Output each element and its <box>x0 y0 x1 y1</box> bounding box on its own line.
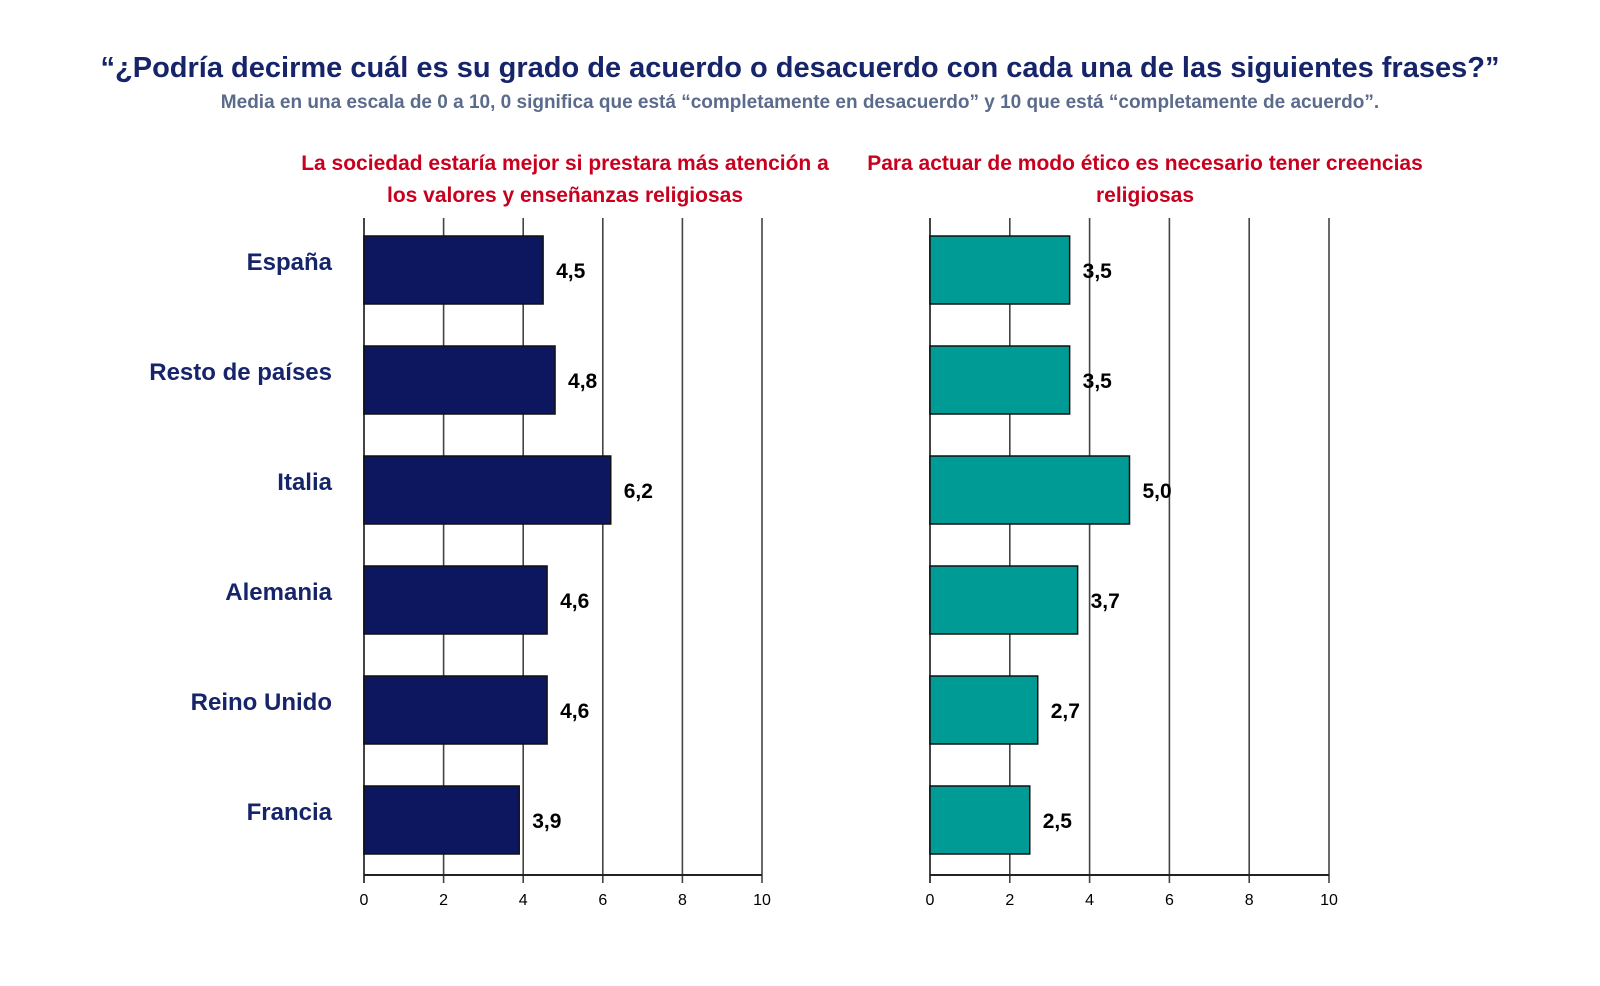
bar <box>929 235 1071 305</box>
bar <box>363 455 612 525</box>
data-label: 3,5 <box>1083 370 1113 393</box>
x-tick-label: 0 <box>926 892 935 909</box>
data-label: 5,0 <box>1143 480 1172 503</box>
data-label: 4,8 <box>568 370 598 393</box>
bar <box>929 345 1071 415</box>
x-tick-label: 4 <box>1085 892 1094 909</box>
bar <box>929 455 1131 525</box>
x-tick-label: 6 <box>1165 892 1174 909</box>
category-label: Alemania <box>225 579 332 606</box>
data-label: 6,2 <box>624 480 653 503</box>
data-label: 3,7 <box>1091 590 1120 613</box>
x-tick-label: 10 <box>1320 892 1338 909</box>
data-label: 4,6 <box>560 700 589 723</box>
bar <box>929 785 1031 855</box>
right-chart-title: Para actuar de modo ético es necesario t… <box>867 152 1423 207</box>
bar <box>363 675 548 745</box>
x-tick-label: 8 <box>1245 892 1254 909</box>
x-tick-label: 6 <box>598 892 607 909</box>
data-label: 4,5 <box>556 260 586 283</box>
category-label: Reino Unido <box>191 689 332 716</box>
x-tick-label: 0 <box>360 892 369 909</box>
x-tick-label: 2 <box>1005 892 1014 909</box>
left-chart-title: La sociedad estaría mejor si prestara má… <box>301 152 829 207</box>
category-label: Italia <box>277 469 332 496</box>
x-tick-label: 4 <box>519 892 528 909</box>
x-tick-label: 10 <box>753 892 771 909</box>
page-subtitle: Media en una escala de 0 a 10, 0 signifi… <box>220 92 1380 113</box>
bar <box>363 345 556 415</box>
data-label: 3,9 <box>532 810 561 833</box>
category-label: España <box>247 249 333 276</box>
page-title: “¿Podría decirme cuál es su grado de acu… <box>100 52 1500 84</box>
data-label: 4,6 <box>560 590 589 613</box>
data-label: 2,5 <box>1043 810 1073 833</box>
data-label: 2,7 <box>1051 700 1080 723</box>
data-label: 3,5 <box>1083 260 1113 283</box>
x-tick-label: 8 <box>678 892 687 909</box>
bar <box>929 675 1039 745</box>
category-label: Resto de países <box>149 359 332 386</box>
category-label: Francia <box>247 799 333 826</box>
bar <box>929 565 1079 635</box>
x-tick-label: 2 <box>439 892 448 909</box>
bar <box>363 235 544 305</box>
bar <box>363 785 520 855</box>
bar <box>363 565 548 635</box>
